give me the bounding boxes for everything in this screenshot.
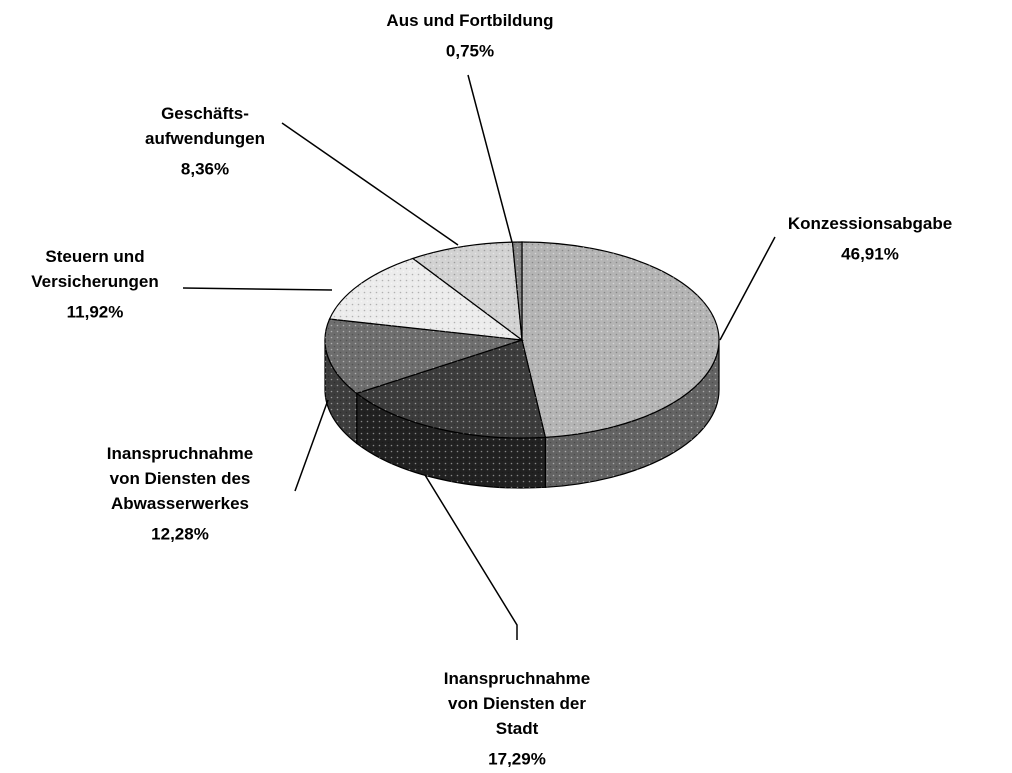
- value-label: 8,36%: [181, 159, 229, 178]
- pie-slice-texture: [324, 319, 522, 394]
- pie-slice-texture: [522, 242, 719, 438]
- leader-line: [467, 74, 513, 243]
- value-label: 11,92%: [67, 302, 124, 321]
- value-label: 12,28%: [151, 524, 209, 543]
- data-label: Aus und Fortbildung: [386, 11, 553, 30]
- pie-slice-texture: [412, 242, 522, 340]
- data-label: Konzessionsabgabe: [788, 214, 952, 233]
- leader-line: [281, 122, 459, 246]
- data-label: Steuern und Versicherungen: [31, 247, 159, 291]
- value-label: 17,29%: [488, 749, 546, 768]
- leader-line: [424, 474, 518, 640]
- pie-slice-texture: [356, 340, 546, 438]
- data-label: Geschäfts-aufwendungen: [145, 104, 265, 148]
- value-label: 0,75%: [446, 41, 494, 60]
- leader-line: [719, 236, 776, 341]
- value-label: 46,91%: [841, 244, 899, 263]
- data-label: Inanspruchnahme von Diensten des Abwasserw…: [107, 444, 253, 513]
- data-label: Inanspruchnahme von Diensten der Stadt: [444, 669, 590, 738]
- pie-side-texture: [545, 340, 719, 488]
- pie-slice-texture: [329, 258, 522, 340]
- leader-line: [182, 287, 333, 291]
- pie-side-texture: [325, 340, 357, 444]
- pie-side-texture: [356, 393, 546, 488]
- pie-slice-texture: [512, 242, 522, 340]
- leader-line: [294, 399, 329, 492]
